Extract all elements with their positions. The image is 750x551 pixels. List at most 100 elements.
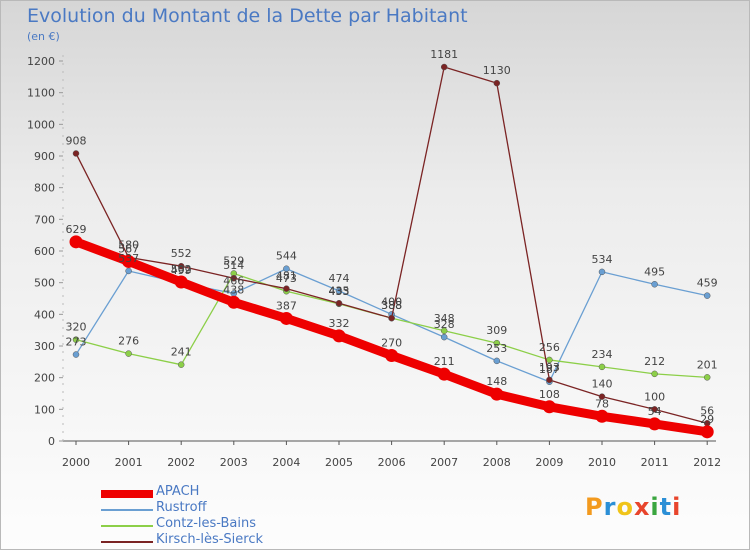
data-point <box>437 367 451 381</box>
data-point <box>385 349 399 362</box>
data-label: 256 <box>539 341 560 354</box>
data-label: 438 <box>223 283 244 296</box>
data-label: 1130 <box>483 64 511 77</box>
series-line-rustroff <box>75 268 708 383</box>
data-label: 234 <box>592 348 613 361</box>
data-label: 241 <box>171 346 192 359</box>
data-label: 193 <box>539 361 560 374</box>
data-point <box>174 275 188 289</box>
legend-label: Kirsch-lès-Sierck <box>156 532 264 547</box>
chart-unit-label: (en €) <box>27 30 60 43</box>
chart-title: Evolution du Montant de la Dette par Hab… <box>27 5 468 27</box>
data-point <box>227 295 241 309</box>
y-tick-label: 700 <box>34 213 55 226</box>
data-point <box>122 254 136 268</box>
y-tick-label: 400 <box>34 308 55 321</box>
x-tick-label: 2010 <box>588 456 616 469</box>
data-label: 534 <box>592 253 613 266</box>
x-tick-label: 2012 <box>693 456 721 469</box>
data-point <box>332 329 346 343</box>
legend-swatch <box>101 490 153 498</box>
data-point <box>279 311 293 325</box>
data-label: 100 <box>644 390 665 403</box>
data-label: 435 <box>329 284 350 297</box>
data-point <box>388 314 395 322</box>
data-label: 54 <box>648 405 662 418</box>
data-label: 629 <box>66 223 87 236</box>
data-label: 348 <box>434 312 455 325</box>
data-label: 481 <box>276 270 297 283</box>
data-label: 466 <box>223 274 244 287</box>
x-tick-label: 2005 <box>325 456 353 469</box>
legend-swatch <box>101 525 153 527</box>
y-tick-label: 500 <box>34 277 55 290</box>
data-point <box>72 150 80 157</box>
data-point <box>335 300 343 307</box>
x-tick-label: 2009 <box>535 456 563 469</box>
data-label: 495 <box>644 265 665 278</box>
data-label: 514 <box>223 259 244 272</box>
legend-label: APACH <box>156 484 200 499</box>
x-tick-label: 2004 <box>272 456 300 469</box>
data-point <box>125 267 132 275</box>
proxiti-logo: Proxiti <box>585 493 682 521</box>
data-point <box>493 357 501 365</box>
y-tick-label: 900 <box>34 150 55 163</box>
x-tick-label: 2006 <box>378 456 406 469</box>
data-label: 400 <box>381 295 402 308</box>
data-label: 388 <box>381 299 402 312</box>
data-label: 473 <box>276 272 297 285</box>
data-label: 544 <box>276 250 297 263</box>
legend-swatch <box>101 509 153 511</box>
data-point <box>177 262 185 270</box>
data-label: 212 <box>644 355 665 368</box>
y-tick-label: 1000 <box>27 118 55 131</box>
data-point <box>177 361 185 368</box>
y-tick-label: 600 <box>34 245 55 258</box>
data-point <box>651 406 658 413</box>
data-point <box>440 327 448 335</box>
y-tick-label: 100 <box>34 403 55 416</box>
y-tick-label: 800 <box>34 182 55 195</box>
data-point <box>283 285 290 292</box>
legend-swatch <box>101 541 153 543</box>
data-point <box>440 333 448 341</box>
data-label: 433 <box>329 285 350 298</box>
y-tick-label: 300 <box>34 340 55 353</box>
data-label: 1181 <box>430 48 458 61</box>
data-label: 309 <box>486 324 507 337</box>
data-label: 140 <box>592 378 613 391</box>
data-point <box>546 376 553 384</box>
data-label: 187 <box>539 363 560 376</box>
data-point <box>598 363 606 371</box>
legend-label: Rustroff <box>156 500 207 515</box>
data-label: 908 <box>66 134 87 147</box>
legend-label: Contz-les-Bains <box>156 516 257 531</box>
series-line-kirsch-l-s-sierck <box>75 66 708 424</box>
x-tick-label: 2008 <box>483 456 511 469</box>
data-point <box>598 268 606 276</box>
y-tick-label: 0 <box>48 435 55 448</box>
data-point <box>440 63 448 71</box>
data-label: 29 <box>700 413 714 426</box>
data-label: 78 <box>595 397 609 410</box>
data-label: 474 <box>329 272 350 285</box>
data-label: 567 <box>118 242 139 255</box>
data-point <box>651 370 658 378</box>
data-label: 201 <box>697 358 718 371</box>
data-label: 276 <box>118 335 139 348</box>
data-label: 108 <box>539 388 560 401</box>
data-label: 502 <box>171 263 192 276</box>
x-tick-label: 2000 <box>62 456 90 469</box>
x-tick-label: 2011 <box>641 456 669 469</box>
data-label: 211 <box>434 355 455 368</box>
data-point <box>700 425 714 439</box>
data-label: 320 <box>66 321 87 334</box>
data-point <box>125 350 132 357</box>
data-label: 499 <box>171 264 192 277</box>
data-label: 270 <box>381 337 402 350</box>
data-point <box>651 281 658 288</box>
data-point <box>490 387 504 401</box>
